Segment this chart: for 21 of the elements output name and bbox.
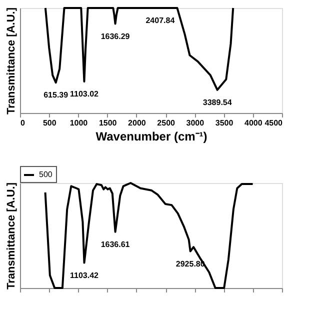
x-tick-label: 2500 bbox=[157, 118, 176, 128]
x-tick-label: 0 bbox=[20, 118, 26, 128]
x-tick-label: 3500 bbox=[215, 118, 234, 128]
annotation: 1103.42 bbox=[70, 270, 100, 280]
x-tick-label: 1500 bbox=[98, 118, 118, 128]
annotation: 1636.61 bbox=[100, 240, 130, 249]
x-tick-label: 3000 bbox=[186, 118, 205, 128]
annotation: 1103.02 bbox=[70, 90, 100, 98]
x-tick-label: 500 bbox=[42, 118, 57, 128]
x-tick-label: 4000 bbox=[244, 118, 263, 128]
annotation: 615.39 bbox=[44, 90, 69, 100]
x-tick-label: 4500 bbox=[264, 118, 284, 128]
y-axis-title: Transmittance [A.U.] bbox=[6, 7, 18, 114]
y-axis-title: Transmittance [A.U.] bbox=[6, 182, 18, 290]
x-axis-title: Wavenumber (cm⁻¹) bbox=[96, 130, 208, 144]
legend-label: 500 bbox=[39, 170, 53, 179]
x-tick-label: 2000 bbox=[128, 118, 146, 128]
x-tick-label: 1000 bbox=[70, 118, 88, 128]
annotation: 2407.84 bbox=[146, 16, 176, 25]
annotation: 1636.29 bbox=[100, 32, 130, 41]
annotation: 3389.54 bbox=[202, 98, 232, 107]
